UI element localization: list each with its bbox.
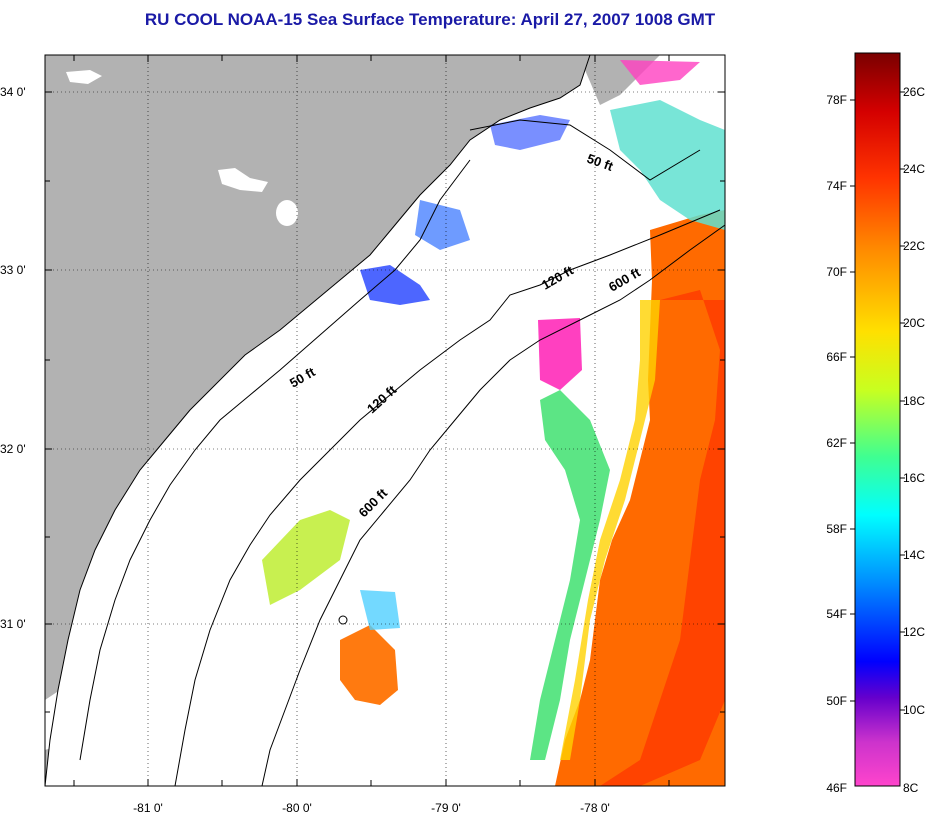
map-area: 50 ft 120 ft 600 ft 50 ft 120 ft 600 ft bbox=[45, 55, 725, 786]
colorbar-f-label: 66F bbox=[826, 350, 847, 364]
lon-label: -80 0' bbox=[282, 801, 312, 815]
lake bbox=[276, 200, 298, 226]
sst-hot-core bbox=[600, 290, 725, 786]
lat-label: 34 0' bbox=[0, 85, 26, 99]
land-mass bbox=[45, 55, 590, 786]
lake bbox=[66, 70, 102, 84]
colorbar-c-label: 8C bbox=[903, 781, 919, 795]
sst-blue-magenta-north bbox=[490, 115, 570, 150]
colorbar-f-label: 50F bbox=[826, 694, 847, 708]
graticule bbox=[45, 55, 725, 786]
lon-label: -81 0' bbox=[133, 801, 163, 815]
colorbar-f-label: 58F bbox=[826, 522, 847, 536]
sst-orange-eddy bbox=[340, 625, 398, 705]
sst-cyan-patch bbox=[360, 590, 400, 630]
map-border bbox=[44, 54, 726, 787]
sst-green-edge bbox=[530, 390, 610, 760]
lon-label: -79 0' bbox=[431, 801, 461, 815]
contour-50ft bbox=[79, 119, 701, 761]
contour-600ft bbox=[261, 224, 725, 786]
coastline bbox=[45, 55, 591, 786]
colorbar-c-label: 10C bbox=[903, 703, 925, 717]
colorbar-c-label: 12C bbox=[903, 625, 925, 639]
colorbar-f-label: 70F bbox=[826, 265, 847, 279]
lat-label: 32 0' bbox=[0, 442, 26, 456]
map-title: RU COOL NOAA-15 Sea Surface Temperature:… bbox=[144, 10, 716, 29]
axis-ticks bbox=[45, 55, 725, 786]
lake bbox=[45, 690, 72, 750]
lat-label: 31 0' bbox=[0, 617, 26, 631]
colorbar-c-label: 20C bbox=[903, 316, 925, 330]
colorbar: 78F 74F 70F 66F 62F 58F 54F 50F 46F 26C … bbox=[826, 52, 925, 795]
colorbar-gradient bbox=[854, 52, 901, 787]
colorbar-f-label: 78F bbox=[826, 93, 847, 107]
colorbar-f-label: 62F bbox=[826, 436, 847, 450]
colorbar-f-label: 46F bbox=[826, 781, 847, 795]
sst-blue-patch bbox=[415, 200, 470, 250]
sst-yellow-green-patch bbox=[262, 510, 350, 605]
colorbar-c-label: 26C bbox=[903, 85, 925, 99]
contour-120ft bbox=[174, 209, 721, 786]
colorbar-c-label: 22C bbox=[903, 239, 925, 253]
sst-blue-patch bbox=[360, 265, 430, 305]
colorbar-c-label: 16C bbox=[903, 471, 925, 485]
lat-label: 33 0' bbox=[0, 263, 26, 277]
contour-seamount bbox=[338, 615, 348, 625]
colorbar-c-label: 14C bbox=[903, 548, 925, 562]
colorbar-f-label: 54F bbox=[826, 607, 847, 621]
colorbar-c-label: 24C bbox=[903, 162, 925, 176]
sst-magenta-north bbox=[620, 60, 700, 85]
sst-yellow-edge bbox=[560, 300, 660, 760]
lon-label: -78 0' bbox=[580, 801, 610, 815]
colorbar-c-label: 18C bbox=[903, 394, 925, 408]
colorbar-f-label: 74F bbox=[826, 179, 847, 193]
lake bbox=[218, 168, 268, 192]
sst-north-shelf-cyan bbox=[610, 100, 725, 230]
